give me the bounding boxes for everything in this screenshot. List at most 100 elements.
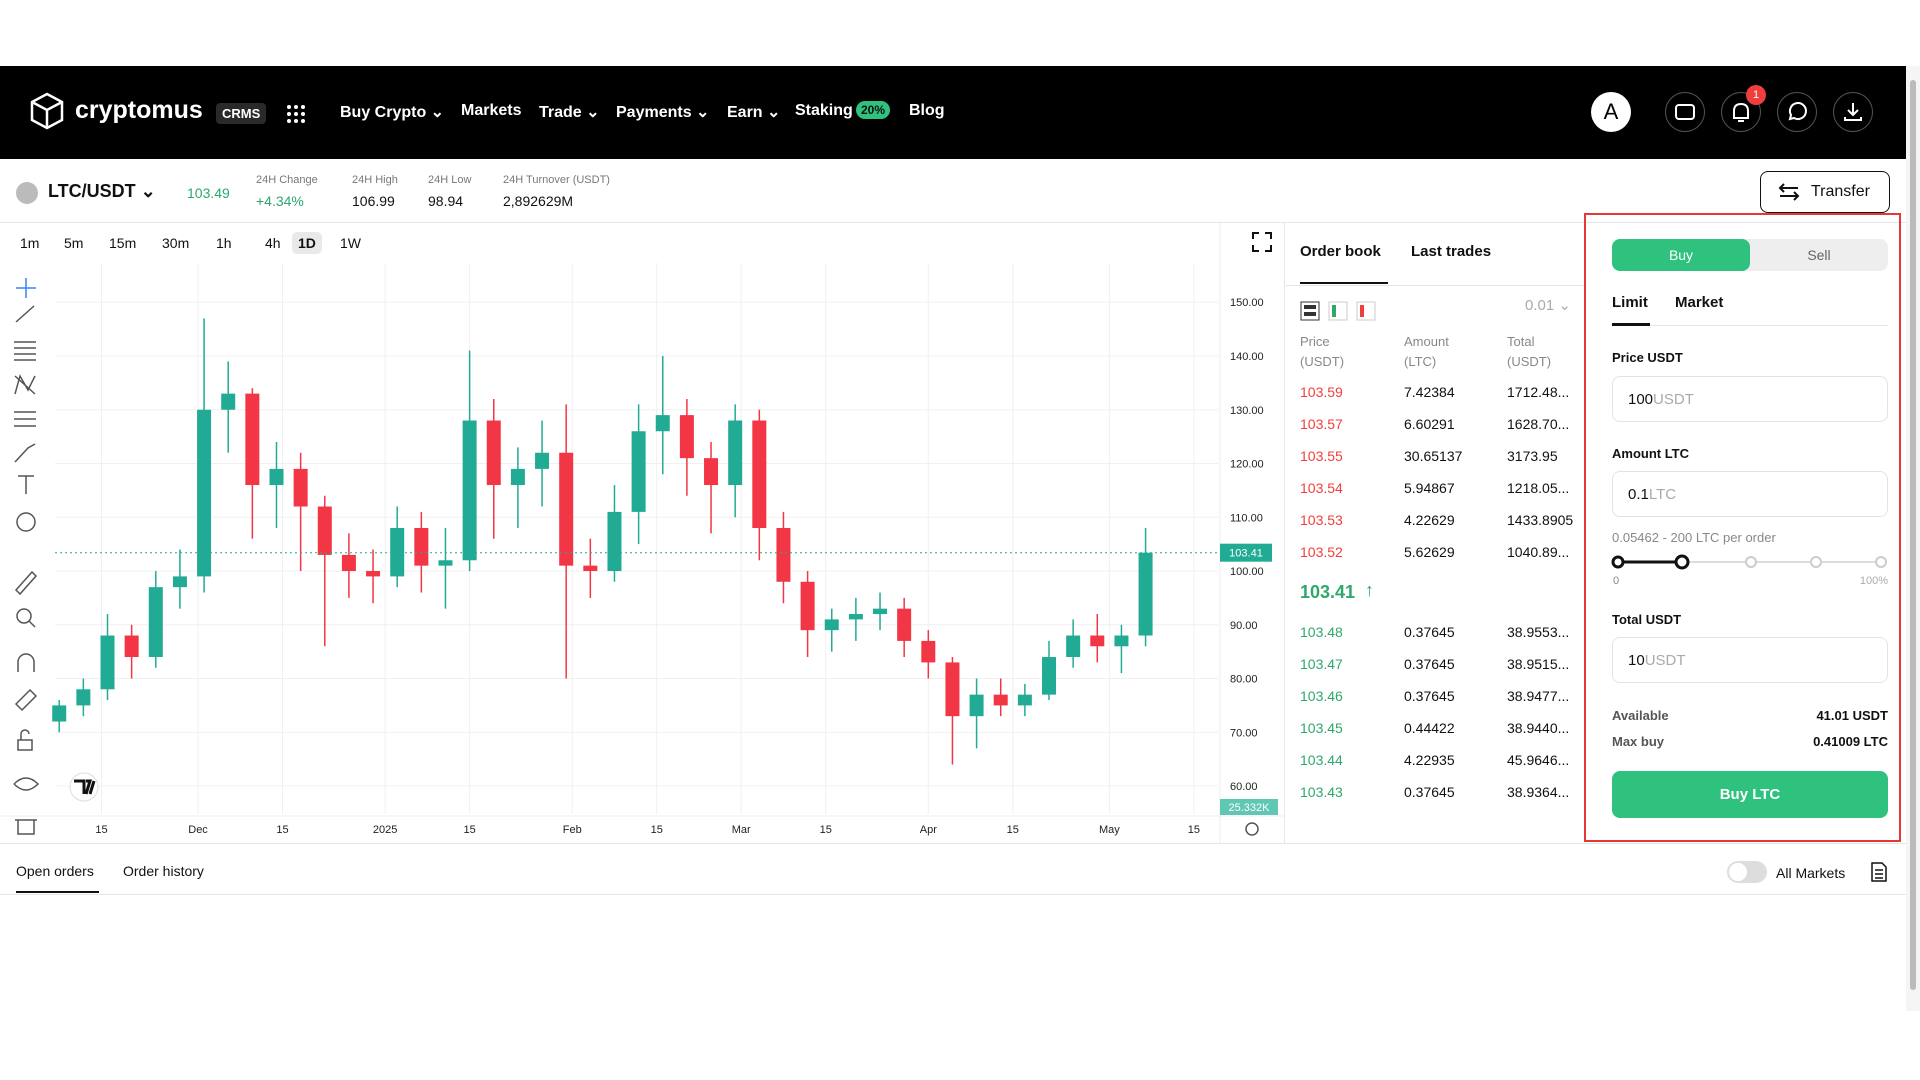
price-input[interactable]: 100USDT (1612, 376, 1888, 422)
buy-tab[interactable]: Buy (1612, 239, 1750, 271)
order-history-tab[interactable]: Order history (123, 863, 204, 879)
stat-value: 106.99 (352, 193, 395, 209)
amount-input[interactable]: 0.1LTC (1612, 471, 1888, 517)
column-header: Amount (1404, 334, 1449, 349)
x-tick-label: Apr (920, 824, 937, 836)
x-tick-label: 15 (1188, 824, 1200, 836)
divider (1284, 223, 1285, 843)
ask-cell: 103.52 (1300, 544, 1343, 560)
candle-body (776, 528, 791, 582)
bid-cell: 0.44422 (1404, 720, 1455, 736)
logo-icon (30, 92, 64, 130)
timeframe-button[interactable]: 15m (109, 235, 137, 251)
timeframe-button[interactable]: 1m (20, 235, 40, 251)
ask-cell: 5.62629 (1404, 544, 1455, 560)
nav-link[interactable]: Trade ⌄ (539, 104, 600, 121)
bid-cell: 103.45 (1300, 720, 1343, 736)
y-tick-label: 120.00 (1230, 459, 1264, 471)
chat-icon (1788, 102, 1807, 121)
tab-underline (16, 891, 99, 893)
toggle[interactable] (1727, 861, 1767, 883)
download-icon (1844, 103, 1862, 121)
ask-cell: 5.94867 (1404, 480, 1455, 496)
apps-icon[interactable] (286, 104, 306, 124)
x-tick-label: 2025 (373, 824, 397, 836)
total-input[interactable]: 10USDT (1612, 637, 1888, 683)
x-tick-label: 15 (820, 824, 832, 836)
x-tick-label: Feb (563, 824, 582, 836)
fullscreen-icon[interactable] (1252, 232, 1272, 252)
ask-cell: 3173.95 (1507, 448, 1558, 464)
notifications-button[interactable] (1721, 92, 1761, 132)
bid-cell: 38.9477... (1507, 688, 1570, 704)
last-price-label: 103.41 (1229, 548, 1263, 560)
max-buy-value: 0.41009 LTC (1813, 734, 1888, 749)
avatar[interactable]: A (1591, 92, 1631, 132)
timeframe-button[interactable]: 1W (340, 235, 361, 251)
last-trades-tab[interactable]: Last trades (1411, 243, 1492, 260)
y-tick-label: 100.00 (1230, 566, 1264, 578)
candle-body (148, 587, 163, 658)
column-header: Price (1300, 334, 1330, 349)
nav-link[interactable]: Markets (461, 102, 522, 119)
input-unit: USDT (1653, 391, 1694, 408)
sell-tab[interactable]: Sell (1807, 247, 1831, 263)
document-icon[interactable] (1871, 862, 1887, 882)
ask-cell: 1712.48... (1507, 384, 1570, 400)
token-badge: CRMS (216, 103, 267, 124)
nav-link[interactable]: Blog (909, 102, 945, 119)
scrollbar[interactable] (1906, 66, 1920, 1011)
timeframe-button[interactable]: 5m (64, 235, 84, 251)
candle-body (921, 640, 936, 663)
price-chart: 60.00 70.00 80.00 90.00 100.00 110.00 120.00 13… (0, 223, 1284, 843)
market-tab[interactable]: Market (1675, 294, 1724, 311)
logo-text[interactable]: cryptomus (75, 96, 203, 124)
wallet-button[interactable] (1665, 92, 1705, 132)
timeframe-button[interactable]: 4h (265, 235, 281, 251)
timeframe-button[interactable]: 1h (216, 235, 232, 251)
candle-body (438, 560, 453, 566)
open-orders-tab[interactable]: Open orders (16, 863, 94, 879)
nav-link[interactable]: Staking (795, 102, 853, 119)
candle-body (269, 468, 284, 486)
download-button[interactable] (1833, 92, 1873, 132)
candle-body (1066, 635, 1081, 658)
candle-body (1090, 635, 1105, 647)
chat-button[interactable] (1777, 92, 1817, 132)
scrollbar-thumb[interactable] (1910, 80, 1916, 990)
divider (0, 843, 1906, 844)
pair-selector[interactable]: LTC/USDT ⌄ (48, 181, 156, 201)
candle-body (1042, 657, 1057, 695)
nav-link[interactable]: Payments ⌄ (616, 104, 710, 121)
candle-body (704, 458, 719, 486)
ask-cell: 103.57 (1300, 416, 1343, 432)
nav-link[interactable]: Earn ⌄ (727, 104, 781, 121)
candle-body (897, 608, 912, 641)
transfer-icon (1778, 183, 1800, 201)
divider (0, 222, 1906, 223)
volume-tag (1220, 799, 1278, 815)
available-value: 41.01 USDT (1816, 708, 1888, 723)
nav-link[interactable]: Buy Crypto ⌄ (340, 104, 445, 121)
staking-badge: 20% (856, 101, 891, 119)
notification-count: 1 (1746, 85, 1766, 105)
book-view-icons[interactable] (1300, 301, 1380, 321)
price-step[interactable]: 0.01 ⌄ (1525, 297, 1571, 314)
timeframe-button[interactable]: 1D (292, 232, 322, 254)
timeframe-button[interactable]: 30m (162, 235, 190, 251)
price-step-value: 0.01 (1525, 297, 1555, 314)
limit-tab[interactable]: Limit (1612, 294, 1648, 311)
candle-body (873, 608, 888, 615)
candle-body (1138, 552, 1153, 636)
transfer-button[interactable]: Transfer (1760, 171, 1890, 213)
candle-body (535, 452, 550, 469)
tab-underline (1300, 282, 1388, 284)
candle-body (1114, 635, 1129, 647)
x-tick-label: May (1099, 824, 1120, 836)
settings-icon (1245, 822, 1259, 836)
amount-slider[interactable] (1610, 553, 1890, 571)
orderbook-tab[interactable]: Order book (1300, 243, 1381, 260)
buy-button[interactable]: Buy LTC (1612, 771, 1888, 818)
candle-body (293, 468, 308, 507)
